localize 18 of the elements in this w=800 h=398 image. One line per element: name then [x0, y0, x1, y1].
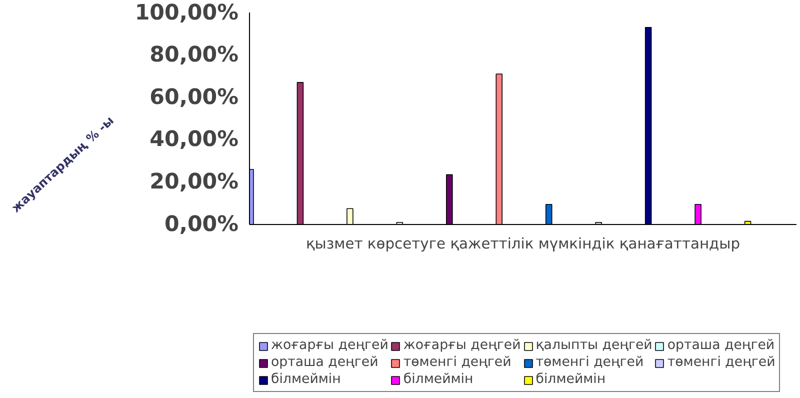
legend-label: білмеймін: [403, 372, 474, 387]
legend-label: білмеймін: [536, 372, 606, 387]
y-tick-label: 20,00%: [150, 170, 239, 195]
y-tick-label: 80,00%: [150, 42, 239, 68]
y-tick-label: 60,00%: [150, 84, 239, 110]
legend-label: жоғарғы деңгей: [403, 338, 521, 353]
legend-label: орташа деңгей: [667, 338, 775, 353]
legend-label: жоғарғы деңгей: [271, 338, 388, 353]
y-tick-label: 40,00%: [150, 127, 239, 152]
legend-label: білмеймін: [271, 372, 341, 387]
y-tick-label: 100,00%: [134, 0, 239, 26]
legend-label: қалыпты деңгей: [536, 338, 652, 353]
legend-label: төменгі деңгей: [536, 355, 644, 370]
legend-label: орташа деңгей: [271, 355, 378, 370]
legend-label: төменгі деңгей: [403, 355, 512, 370]
y-tick-label: 0,00%: [164, 212, 239, 237]
legend-label: төменгі деңгей: [667, 355, 776, 370]
x-tick-label: қызмет көрсетуге қажеттілік мүмкіндік қанағаттандыр: [306, 236, 740, 252]
